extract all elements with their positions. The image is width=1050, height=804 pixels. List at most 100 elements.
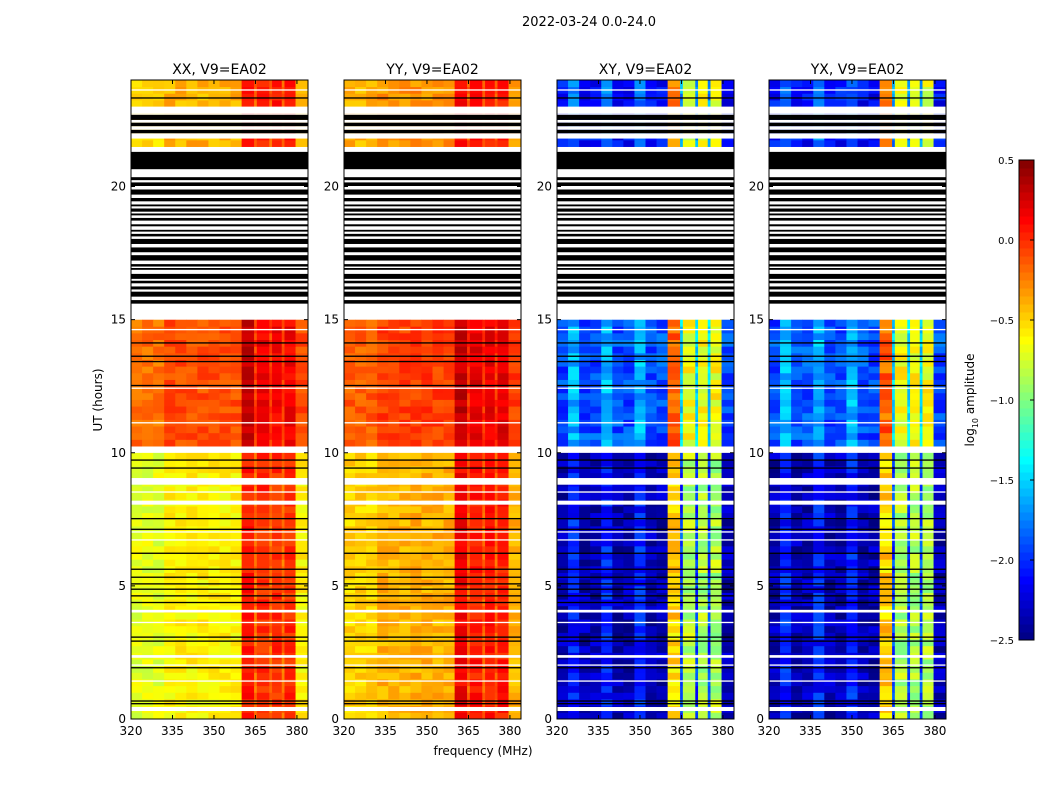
heatmap-cell: [231, 639, 242, 646]
heatmap-cell: [683, 666, 696, 673]
heatmap-cell: [509, 679, 522, 686]
heatmap-cell: [791, 519, 802, 526]
heatmap-cell: [722, 559, 735, 566]
heatmap-cell: [208, 346, 219, 353]
heatmap-cell: [282, 393, 285, 400]
heatmap-cell: [824, 439, 835, 446]
heatmap-cell: [142, 333, 153, 340]
heatmap-cell: [802, 686, 813, 693]
heatmap-cell: [433, 692, 444, 699]
heatmap-cell: [242, 466, 255, 473]
heatmap-cell: [680, 386, 683, 393]
heatmap-cell: [695, 453, 698, 460]
heatmap-cell: [186, 686, 197, 693]
heatmap-cell: [590, 100, 601, 107]
heatmap-cell: [485, 666, 495, 673]
heatmap-cell: [344, 573, 355, 580]
heatmap-cell: [895, 639, 908, 646]
flagged-gap: [557, 107, 734, 114]
heatmap-cell: [231, 466, 242, 473]
heatmap-cell: [497, 579, 508, 586]
heatmap-cell: [722, 100, 735, 107]
heatmap-cell: [355, 672, 366, 679]
flagged-stripe: [344, 244, 521, 247]
heatmap-cell: [813, 533, 824, 540]
heatmap-cell: [698, 546, 708, 553]
heatmap-cell: [601, 140, 612, 147]
heatmap-cell: [482, 666, 485, 673]
flagged-line: [557, 422, 734, 423]
heatmap-cell: [444, 579, 455, 586]
heatmap-cell: [282, 639, 285, 646]
heatmap-cell: [668, 699, 681, 706]
heatmap-cell: [344, 579, 355, 586]
heatmap-cell: [710, 386, 721, 393]
heatmap-cell: [208, 692, 219, 699]
heatmap-cell: [282, 632, 285, 639]
heatmap-cell: [164, 646, 175, 653]
heatmap-cell: [208, 453, 219, 460]
heatmap-cell: [455, 400, 468, 407]
flagged-gap: [131, 304, 308, 320]
heatmap-cell: [710, 686, 721, 693]
x-tick-label: 380: [711, 724, 734, 738]
heatmap-cell: [220, 692, 231, 699]
heatmap-cell: [197, 699, 208, 706]
heatmap-cell: [377, 373, 388, 380]
heatmap-cell: [197, 559, 208, 566]
heatmap-cell: [284, 100, 295, 107]
heatmap-cell: [780, 639, 791, 646]
heatmap-cell: [153, 573, 164, 580]
heatmap-cell: [934, 679, 947, 686]
heatmap-cell: [922, 519, 933, 526]
heatmap-cell: [455, 672, 468, 679]
heatmap-cell: [272, 346, 282, 353]
heatmap-cell: [366, 439, 377, 446]
heatmap-cell: [272, 672, 282, 679]
heatmap-cell: [880, 433, 893, 440]
heatmap-cell: [695, 320, 698, 327]
heatmap-cell: [296, 433, 309, 440]
heatmap-cell: [242, 646, 255, 653]
heatmap-cell: [695, 579, 698, 586]
heatmap-cell: [846, 453, 857, 460]
heatmap-cell: [557, 692, 568, 699]
heatmap-cell: [590, 686, 601, 693]
heatmap-cell: [455, 433, 468, 440]
heatmap-cell: [153, 373, 164, 380]
heatmap-cell: [668, 386, 681, 393]
heatmap-cell: [444, 493, 455, 500]
heatmap-cell: [485, 579, 495, 586]
heatmap-cell: [668, 93, 681, 100]
heatmap-cell: [722, 519, 735, 526]
heatmap-cell: [495, 573, 498, 580]
flagged-stripe: [131, 268, 308, 270]
heatmap-cell: [646, 639, 657, 646]
heatmap-cell: [698, 366, 708, 373]
heatmap-cell: [470, 426, 483, 433]
heatmap-cell: [355, 466, 366, 473]
heatmap-cell: [257, 140, 270, 147]
heatmap-cell: [455, 546, 468, 553]
heatmap-cell: [568, 579, 579, 586]
heatmap-cell: [601, 646, 612, 653]
flagged-line: [557, 664, 734, 665]
heatmap-cell: [257, 506, 270, 513]
heatmap-cell: [186, 639, 197, 646]
heatmap-cell: [601, 386, 612, 393]
heatmap-cell: [683, 493, 696, 500]
heatmap-cell: [257, 346, 270, 353]
heatmap-cell: [634, 320, 645, 327]
heatmap-cell: [813, 672, 824, 679]
heatmap-cell: [455, 519, 468, 526]
heatmap-cell: [495, 533, 498, 540]
heatmap-cell: [791, 493, 802, 500]
heatmap-cell: [269, 360, 272, 367]
heatmap-cell: [467, 632, 470, 639]
heatmap-cell: [695, 533, 698, 540]
heatmap-cell: [601, 493, 612, 500]
flagged-line: [131, 622, 308, 623]
heatmap-cell: [388, 506, 399, 513]
flagged-stripe: [344, 234, 521, 237]
heatmap-cell: [813, 646, 824, 653]
